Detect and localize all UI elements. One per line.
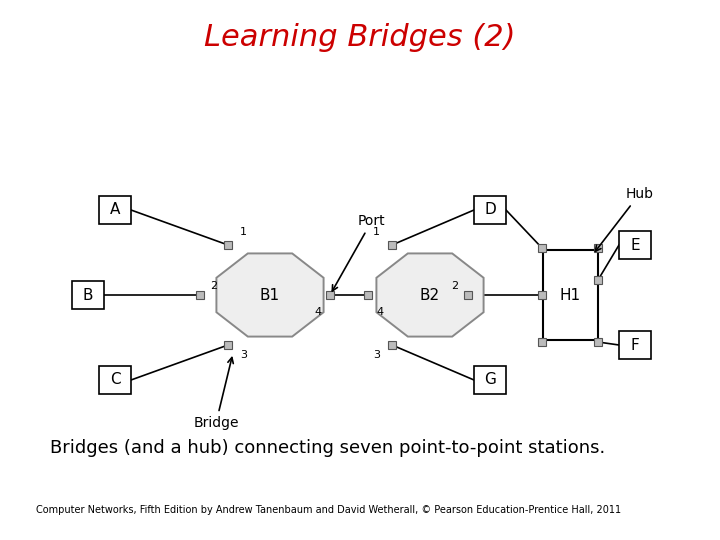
Polygon shape xyxy=(377,253,484,336)
FancyBboxPatch shape xyxy=(388,341,396,349)
Text: C: C xyxy=(109,373,120,388)
FancyBboxPatch shape xyxy=(594,276,602,284)
FancyBboxPatch shape xyxy=(594,244,602,252)
Text: Bridge: Bridge xyxy=(193,357,239,430)
Text: 4: 4 xyxy=(315,307,322,317)
FancyBboxPatch shape xyxy=(538,338,546,346)
Text: B2: B2 xyxy=(420,287,440,302)
Text: Hub: Hub xyxy=(595,187,654,251)
FancyBboxPatch shape xyxy=(594,338,602,346)
Text: Learning Bridges (2): Learning Bridges (2) xyxy=(204,24,516,52)
FancyBboxPatch shape xyxy=(99,366,131,394)
Text: H1: H1 xyxy=(559,287,580,302)
FancyBboxPatch shape xyxy=(538,291,546,299)
Text: B: B xyxy=(83,287,94,302)
Text: G: G xyxy=(484,373,496,388)
Text: 1: 1 xyxy=(373,227,380,237)
Text: 1: 1 xyxy=(240,227,247,237)
FancyBboxPatch shape xyxy=(388,241,396,249)
FancyBboxPatch shape xyxy=(538,244,546,252)
FancyBboxPatch shape xyxy=(364,291,372,299)
Text: D: D xyxy=(484,202,496,218)
FancyBboxPatch shape xyxy=(474,196,506,224)
Text: Bridges (and a hub) connecting seven point-to-point stations.: Bridges (and a hub) connecting seven poi… xyxy=(50,439,606,457)
FancyBboxPatch shape xyxy=(72,281,104,309)
FancyBboxPatch shape xyxy=(224,341,232,349)
FancyBboxPatch shape xyxy=(224,241,232,249)
Text: Computer Networks, Fifth Edition by Andrew Tanenbaum and David Wetherall, © Pear: Computer Networks, Fifth Edition by Andr… xyxy=(36,505,621,515)
FancyBboxPatch shape xyxy=(619,331,651,359)
FancyBboxPatch shape xyxy=(542,250,598,340)
FancyBboxPatch shape xyxy=(464,291,472,299)
Text: 3: 3 xyxy=(240,350,247,360)
FancyBboxPatch shape xyxy=(326,291,334,299)
Text: E: E xyxy=(630,238,640,253)
FancyBboxPatch shape xyxy=(619,231,651,259)
Polygon shape xyxy=(217,253,323,336)
Text: F: F xyxy=(631,338,639,353)
Text: 2: 2 xyxy=(210,281,217,291)
FancyBboxPatch shape xyxy=(99,196,131,224)
Text: A: A xyxy=(110,202,120,218)
Text: 2: 2 xyxy=(451,281,458,291)
Text: Port: Port xyxy=(333,214,386,291)
FancyBboxPatch shape xyxy=(196,291,204,299)
FancyBboxPatch shape xyxy=(474,366,506,394)
Text: 3: 3 xyxy=(373,350,380,360)
Text: B1: B1 xyxy=(260,287,280,302)
Text: 4: 4 xyxy=(376,307,383,317)
